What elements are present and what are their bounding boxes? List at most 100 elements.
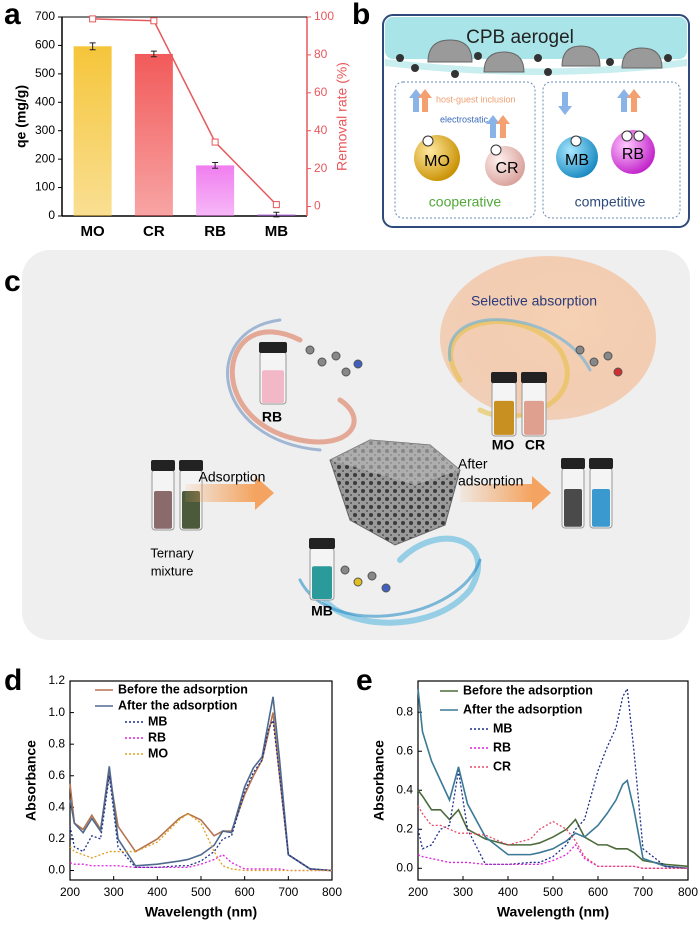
x-tick-label: 300 [453, 885, 473, 899]
label: competitive [575, 194, 646, 210]
vial-liquid [262, 370, 284, 403]
y-tick-label: 0.4 [48, 800, 65, 814]
bar [73, 46, 112, 216]
group-box [542, 81, 681, 219]
y-tick-label: 0.4 [396, 782, 413, 796]
x-tick-label: 200 [60, 885, 80, 899]
x-axis-label: Wavelength (nm) [497, 904, 609, 920]
molecules [305, 345, 623, 593]
marker [150, 17, 158, 25]
cavities [427, 39, 663, 73]
legend-label: CR [493, 759, 511, 773]
panel-letter: e [356, 664, 373, 697]
label: After [458, 456, 488, 472]
vial-cap [491, 372, 517, 383]
series-line [69, 812, 332, 872]
vial-liquid [564, 489, 582, 527]
legend-label: MB [148, 714, 167, 728]
legend-label: After the adsorption [118, 698, 237, 712]
vial-liquid [494, 400, 514, 435]
y-tick-label: 300 [35, 123, 55, 137]
vial-cap [561, 458, 585, 469]
x-tick-label: 400 [147, 885, 167, 899]
dye-sphere [611, 130, 655, 174]
x-tick-label: 500 [543, 885, 563, 899]
legend-label: MO [148, 746, 168, 760]
legend-label: Before the adsorption [463, 683, 593, 697]
y-tick-label: 0 [48, 208, 55, 222]
x-tick-label: 300 [104, 885, 124, 899]
aerogel-band [385, 59, 687, 75]
label: MB [311, 603, 333, 619]
label: electrostatic [440, 114, 489, 124]
error-bar [273, 211, 280, 218]
dye-sphere [414, 135, 460, 181]
marker [89, 15, 97, 23]
y-tick-label: 400 [35, 94, 55, 108]
legend-label: RB [493, 740, 511, 754]
legend-label: RB [148, 730, 166, 744]
dye-sphere [556, 136, 598, 178]
label: Selective absorption [471, 293, 597, 309]
legend-label: After the adsorption [463, 702, 582, 716]
panel-letter: a [4, 0, 21, 31]
label: cooperative [429, 194, 502, 210]
diagram-title: CPB aerogel [466, 27, 574, 48]
dye-label: MO [424, 153, 450, 170]
x-axis-label: Wavelength (nm) [145, 904, 257, 920]
error-bar [212, 162, 219, 169]
y2-tick-label: 0 [314, 199, 321, 213]
marker [211, 138, 219, 146]
charge-icons [422, 130, 645, 156]
y2-tick-label: 100 [314, 9, 334, 23]
x-tick-label: 700 [278, 885, 298, 899]
x-tick-label: MB [265, 223, 288, 240]
y-tick-label: 0.8 [48, 736, 65, 750]
y-tick-label: 500 [35, 66, 55, 80]
x-tick-label: CR [143, 223, 165, 240]
label: host-guest inclusion [436, 94, 516, 104]
x-tick-label: 500 [191, 885, 211, 899]
y-tick-label: 0.8 [396, 704, 413, 718]
y2-tick-label: 20 [314, 161, 328, 175]
y2-tick-label: 40 [314, 123, 328, 137]
legend-label: Before the adsorption [118, 682, 248, 696]
panel-letter: d [4, 664, 22, 697]
label: CR [525, 437, 545, 453]
y-tick-label: 1.2 [48, 673, 65, 687]
label: adsorption [458, 473, 523, 489]
marker [272, 201, 280, 209]
vial-cap [309, 538, 335, 549]
x-tick-label: 600 [588, 885, 608, 899]
x-tick-label: 400 [498, 885, 518, 899]
group-box [394, 81, 536, 219]
y-tick-label: 600 [35, 38, 55, 52]
x-tick-label: 800 [322, 885, 342, 899]
label: Adsorption [199, 469, 266, 485]
y-tick-label: 0.2 [396, 821, 413, 835]
series-line [417, 688, 689, 870]
line [92, 18, 277, 206]
y-axis-label: Absorbance [23, 740, 39, 821]
diagram-c: Selective absorption Adsorption After [22, 250, 690, 640]
y-tick-label: 100 [35, 180, 55, 194]
label: Ternary [150, 545, 194, 560]
vial-cap [259, 342, 287, 353]
diagram-b: CPB aerogel host-guest inclusion electro… [382, 14, 690, 228]
arrows [409, 89, 641, 138]
vial-liquid [592, 489, 610, 527]
series-line [417, 789, 689, 868]
y-tick-label: 1.0 [48, 705, 65, 719]
series-line [69, 696, 333, 872]
y-tick-label: 700 [35, 9, 55, 23]
y-tick-label: 0.6 [48, 768, 65, 782]
label: RB [262, 409, 282, 425]
y2-axis-label: Removal rate (%) [334, 62, 350, 171]
vial-cap [521, 372, 547, 383]
bar [134, 53, 173, 217]
y-tick-label: 0.0 [396, 860, 413, 874]
x-tick-label: 200 [408, 885, 428, 899]
x-tick-label: RB [204, 223, 226, 240]
vial-cap [179, 460, 203, 471]
